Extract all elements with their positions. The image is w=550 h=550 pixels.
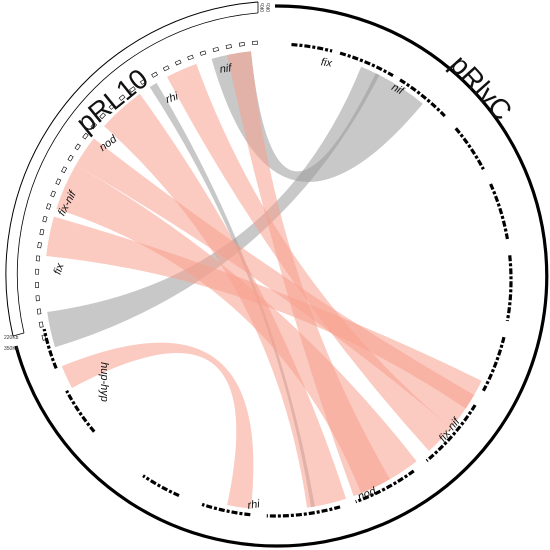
gene-segment	[399, 78, 446, 118]
gene-segment	[454, 127, 485, 170]
gene-box	[118, 94, 126, 101]
gene-box	[139, 78, 147, 85]
link-ribbons	[46, 51, 482, 509]
gene-segment	[355, 469, 415, 504]
gene-box	[38, 321, 44, 328]
gene-segment	[266, 505, 341, 518]
gene-box	[129, 86, 136, 93]
link-gray-fix-fix	[47, 66, 380, 348]
gene-box	[50, 190, 56, 198]
gene-segment	[42, 328, 58, 370]
region-label-prl10-rhi: rhi	[164, 90, 180, 106]
link-red-nod-rhi	[104, 93, 347, 508]
gene-segment	[489, 183, 509, 240]
gene-box	[174, 59, 182, 66]
prl10-end-cap-bottom	[12, 332, 25, 337]
gene-box	[45, 203, 52, 210]
gene-box	[162, 65, 170, 72]
gene-box	[35, 295, 40, 302]
prl10-scale-end-label: 0Kb	[260, 3, 266, 12]
gene-box	[187, 54, 194, 61]
gene-segment	[201, 502, 251, 517]
gene-box	[39, 229, 45, 236]
gene-segment	[505, 255, 513, 322]
region-label-prlvc-fix: fix	[320, 56, 333, 69]
gene-segment	[339, 51, 394, 78]
prlvc-scale-start-label: 0Kb	[266, 3, 272, 12]
gene-segment	[65, 390, 96, 433]
gene-segment	[425, 404, 477, 463]
gene-box	[35, 255, 41, 262]
link-red-hup-rhi	[61, 342, 254, 509]
gene-box	[74, 143, 81, 151]
gene-box	[151, 71, 158, 78]
gene-box	[252, 40, 259, 45]
gene-box	[55, 178, 62, 186]
gene-box	[35, 268, 40, 275]
gene-feature-track	[35, 40, 513, 518]
gene-box	[90, 122, 98, 130]
gene-box	[36, 308, 42, 315]
region-label-prlvc-hup-hyp: hup-hyp	[98, 362, 110, 402]
link-red-nif-nod	[227, 51, 390, 497]
gene-box	[225, 44, 232, 49]
prlvc-outer-ring	[14, 4, 549, 548]
region-label-prlvc-rhi: rhi	[247, 498, 261, 512]
region-label-prl10-fix: fix	[52, 262, 67, 277]
link-red-nod-fixnif	[75, 138, 475, 428]
gene-box	[67, 154, 74, 162]
prl10-outer-ring	[5, 1, 259, 337]
gene-segment	[142, 474, 180, 498]
gene-segment	[481, 336, 506, 392]
prlvc-scale-end-label: 350Kb	[4, 346, 19, 352]
gene-box	[199, 50, 207, 56]
gene-box	[99, 112, 106, 120]
prl10-scale-start-label: 220Kb	[4, 335, 19, 341]
link-red-fixnif-fixnif	[46, 216, 482, 409]
gene-box	[108, 103, 116, 110]
gene-box	[82, 132, 89, 140]
gene-box	[238, 42, 245, 47]
gene-box	[37, 242, 42, 249]
gene-box	[35, 282, 40, 288]
region-label-prl10-nif: nif	[219, 62, 233, 76]
gene-box	[42, 216, 48, 223]
gene-box	[61, 166, 68, 174]
gene-box	[212, 46, 219, 53]
plasmid-label-prlvc: pRlvC	[444, 49, 518, 126]
link-red-rhi-fixnif	[167, 63, 452, 451]
gene-segment	[291, 42, 333, 53]
prl10-inner-ring	[16, 12, 259, 334]
